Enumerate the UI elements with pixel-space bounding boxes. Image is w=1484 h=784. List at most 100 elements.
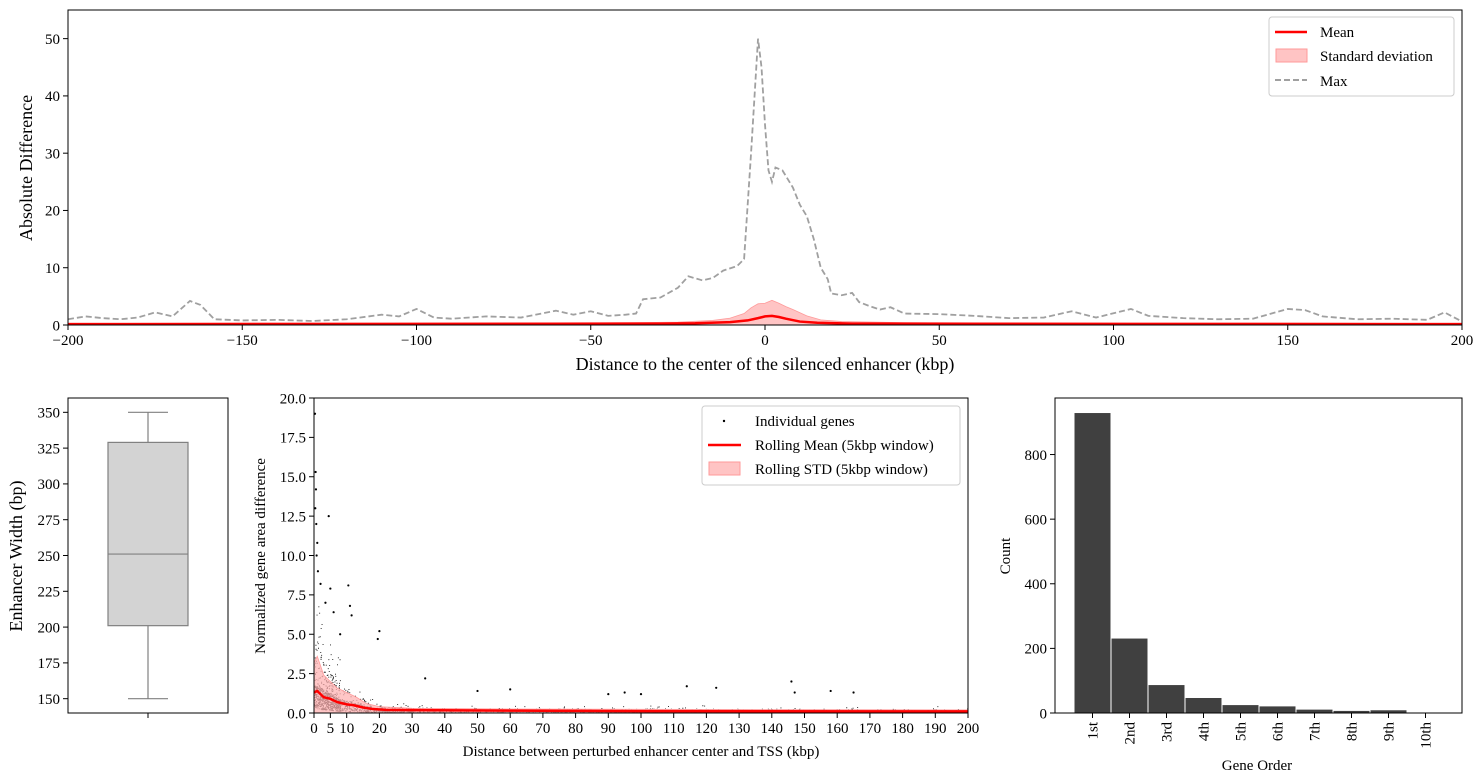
line-chart-ytick-label: 20 [45, 204, 60, 220]
legend-box [1268, 16, 1455, 97]
scatter-xtick-label: 0 [310, 721, 318, 737]
legend-genes-label: Individual genes [755, 414, 855, 430]
gene-point [829, 689, 832, 693]
max-line [68, 38, 1462, 323]
scatter-xtick-label: 70 [535, 721, 550, 737]
gene-point [315, 522, 318, 526]
bar-xtick-label: 9th [1382, 722, 1398, 742]
bar-xtick-label: 2nd [1123, 722, 1139, 745]
scatter-xtick-label: 80 [568, 721, 583, 737]
bar-xtick-label: 8th [1345, 722, 1361, 742]
gene-point [327, 515, 330, 518]
line-chart-ytick-label: 50 [45, 32, 60, 48]
box-plot-panel: 150 175 200 225 250 275 300 325 350 Enhancer Wid… [6, 397, 229, 718]
legend-std-swatch [1275, 48, 1308, 63]
line-chart-xtick-label: 100 [1102, 333, 1125, 349]
line-chart-ytick-label: 30 [45, 146, 60, 162]
scatter-ytick-label: 20.0 [280, 391, 306, 407]
scatter-ylabel: Normalized gene area difference [253, 458, 269, 654]
scatter-xtick-label: 60 [503, 721, 518, 737]
bar-1st [1073, 412, 1112, 714]
iqr-box [107, 441, 189, 627]
bar-xtick-label: 1st [1086, 721, 1102, 739]
bar-ytick-label: 200 [1025, 642, 1048, 658]
scatter-xtick-label: 200 [957, 721, 980, 737]
scatter-xtick-label: 10 [339, 721, 354, 737]
scatter-xtick-label: 20 [372, 721, 387, 737]
gene-point [324, 601, 327, 604]
gene-point [329, 587, 332, 590]
gene-point [476, 689, 479, 693]
bar-ytick-label: 800 [1025, 448, 1048, 464]
scatter-xlabel: Distance between perturbed enhancer cent… [463, 744, 820, 760]
gene-point [315, 554, 318, 557]
gene-point [607, 693, 610, 696]
legend-rolling-std-label: Rolling STD (5kbp window) [755, 462, 928, 478]
box-plot-ytick-label: 225 [38, 585, 61, 601]
gene-point [348, 604, 352, 608]
box-plot-ytick-label: 250 [38, 549, 61, 565]
line-chart-panel: −200 −150 −100 −50 0 50 100 150 200 0 10 20 30 40 50 D… [16, 9, 1474, 375]
line-chart-xtick-label: −150 [227, 333, 258, 349]
line-chart-xtick-label: −100 [401, 333, 432, 349]
bar-5th [1221, 704, 1260, 714]
bar-xtick-label: 5th [1234, 722, 1250, 742]
scatter-ytick-label: 2.5 [287, 667, 306, 683]
line-chart-xtick-label: 200 [1451, 333, 1474, 349]
scatter-panel: 0 5 10 20 30 40 50 60 70 80 90 100 110 120 130 140 150 16… [253, 391, 979, 760]
line-chart-frame [67, 9, 1463, 326]
gene-point [623, 691, 626, 694]
line-chart-xtick-label: 150 [1277, 333, 1300, 349]
scatter-ytick-label: 15.0 [280, 470, 306, 486]
scatter-xtick-label: 100 [630, 721, 653, 737]
gene-point [339, 633, 342, 636]
box-plot-ytick-label: 150 [38, 692, 61, 708]
gene-point [316, 541, 319, 545]
bar-2nd [1110, 637, 1149, 714]
line-chart-xlabel: Distance to the center of the silenced e… [576, 354, 955, 375]
legend-rolling-mean-label: Rolling Mean (5kbp window) [755, 438, 934, 454]
gene-point [314, 412, 317, 415]
scatter-ytick-label: 10.0 [280, 549, 306, 565]
scatter-xtick-label: 30 [405, 721, 420, 737]
box-plot-ytick-label: 175 [38, 656, 61, 672]
gene-point [347, 584, 350, 587]
scatter-ytick-label: 7.5 [287, 588, 306, 604]
legend-rolling-std-swatch [708, 461, 741, 476]
gene-point [316, 570, 320, 573]
gene-points [314, 412, 968, 713]
scatter-xtick-label: 5 [327, 721, 335, 737]
line-chart-ytick-label: 0 [53, 318, 61, 334]
bar-ytick-label: 600 [1025, 512, 1048, 528]
bar-4th [1184, 696, 1223, 714]
line-chart-ylabel: Absolute Difference [16, 95, 36, 241]
scatter-xtick-label: 50 [470, 721, 485, 737]
scatter-ytick-label: 12.5 [280, 509, 306, 525]
gene-point [715, 686, 718, 689]
gene-point [378, 630, 381, 633]
mean-line [68, 314, 1462, 325]
bar-ytick-label: 0 [1040, 706, 1048, 722]
legend-std-label: Standard deviation [1320, 49, 1433, 65]
gene-point [793, 691, 796, 694]
scatter-xtick-label: 110 [663, 721, 685, 737]
gene-point [332, 611, 335, 614]
box-plot-ytick-label: 325 [38, 441, 61, 457]
bar-xtick-label: 3rd [1160, 722, 1176, 742]
gene-point [314, 470, 317, 474]
scatter-ytick-label: 0.0 [287, 706, 306, 722]
rolling-std-band [314, 655, 968, 713]
line-chart-xtick-label: 0 [761, 333, 769, 349]
scatter-xtick-label: 170 [859, 721, 882, 737]
gene-point [314, 507, 317, 510]
scatter-xtick-label: 180 [891, 721, 914, 737]
scatter-xtick-label: 130 [728, 721, 751, 737]
bar-chart-frame [1054, 397, 1463, 714]
gene-point [350, 614, 353, 617]
gene-point [509, 688, 512, 691]
gene-point [424, 677, 427, 680]
box-plot-ytick-label: 300 [38, 477, 61, 493]
gene-point [685, 685, 688, 688]
box-plot-ytick-label: 275 [38, 513, 61, 529]
